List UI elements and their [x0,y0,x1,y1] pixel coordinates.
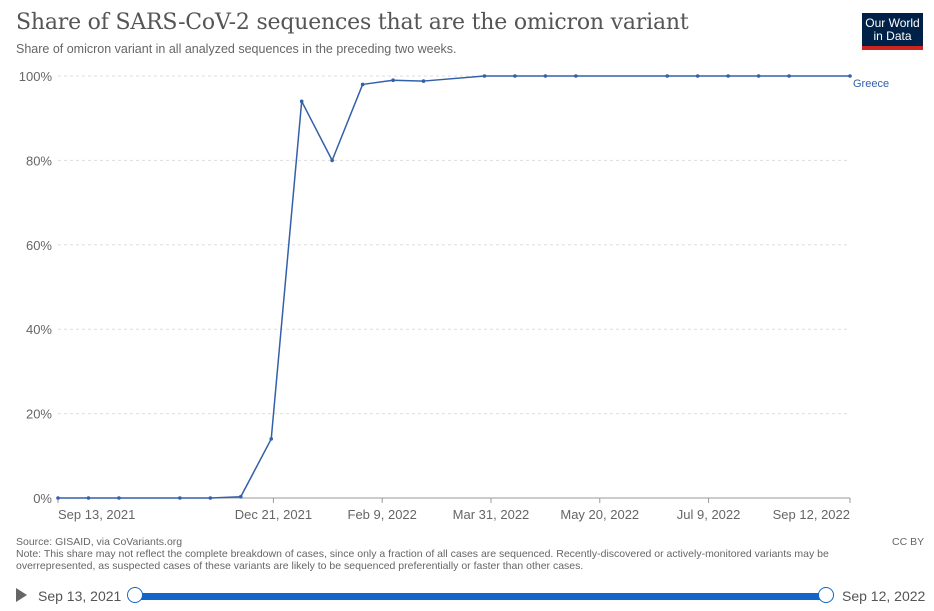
data-point [787,74,791,78]
data-point [86,496,91,500]
play-icon[interactable] [16,588,27,602]
data-point [299,99,304,104]
data-point [330,158,334,163]
data-point [543,74,548,78]
owid-logo[interactable]: Our World in Data [862,13,923,50]
data-point [726,74,730,78]
data-point [848,74,852,78]
data-point [178,496,182,500]
note-text: Note: This share may not reflect the com… [16,548,829,572]
source-text: Source: GISAID, via CoVariants.org [16,536,183,548]
data-point [238,494,243,499]
x-tick-label: Sep 12, 2022 [773,507,850,522]
line-chart: 0% 20% 40% 60% 80% 100% Sep 13, 2021 Dec 21, 20… [19,69,889,522]
timeline-track[interactable] [134,593,826,600]
x-tick-label: May 20, 2022 [560,507,639,522]
data-point [482,74,487,78]
x-tick-label: Feb 9, 2022 [348,507,417,522]
data-point [56,496,60,500]
chart-title: Share of SARS-CoV-2 sequences that are t… [16,10,689,35]
chart-subtitle: Share of omicron variant in all analyzed… [16,42,457,56]
timeline-end-label: Sep 12, 2022 [842,588,926,604]
data-point [117,496,121,500]
x-tick-label: Mar 31, 2022 [453,507,530,522]
logo-line2: in Data [873,29,912,43]
y-tick-label: 100% [19,69,53,84]
data-point [391,78,395,83]
series-label: Greece [853,78,889,90]
y-tick-label: 40% [26,322,52,337]
data-point [665,74,670,78]
y-tick-label: 0% [33,491,52,506]
data-point [574,74,578,78]
timeline-start-label: Sep 13, 2021 [38,588,122,604]
x-tick-label: Jul 9, 2022 [677,507,741,522]
data-point [756,74,761,78]
license-link[interactable]: CC BY [892,536,925,548]
timeline: Sep 13, 2021 Sep 12, 2022 [0,580,934,610]
x-tick-label: Sep 13, 2021 [58,507,135,522]
y-tick-label: 60% [26,238,52,253]
x-tick-label: Dec 21, 2021 [235,507,312,522]
data-point [208,496,213,500]
data-point [421,79,426,83]
data-point [269,437,274,441]
timeline-start-handle[interactable] [127,587,143,603]
logo-accent-bar [862,46,923,50]
logo-line1: Our World [865,16,920,30]
timeline-end-handle[interactable] [818,587,834,603]
y-tick-label: 20% [26,407,52,422]
y-tick-label: 80% [26,153,52,168]
data-point [695,74,700,78]
data-point [360,82,365,87]
series-line-greece [58,75,850,499]
data-point [513,74,517,78]
